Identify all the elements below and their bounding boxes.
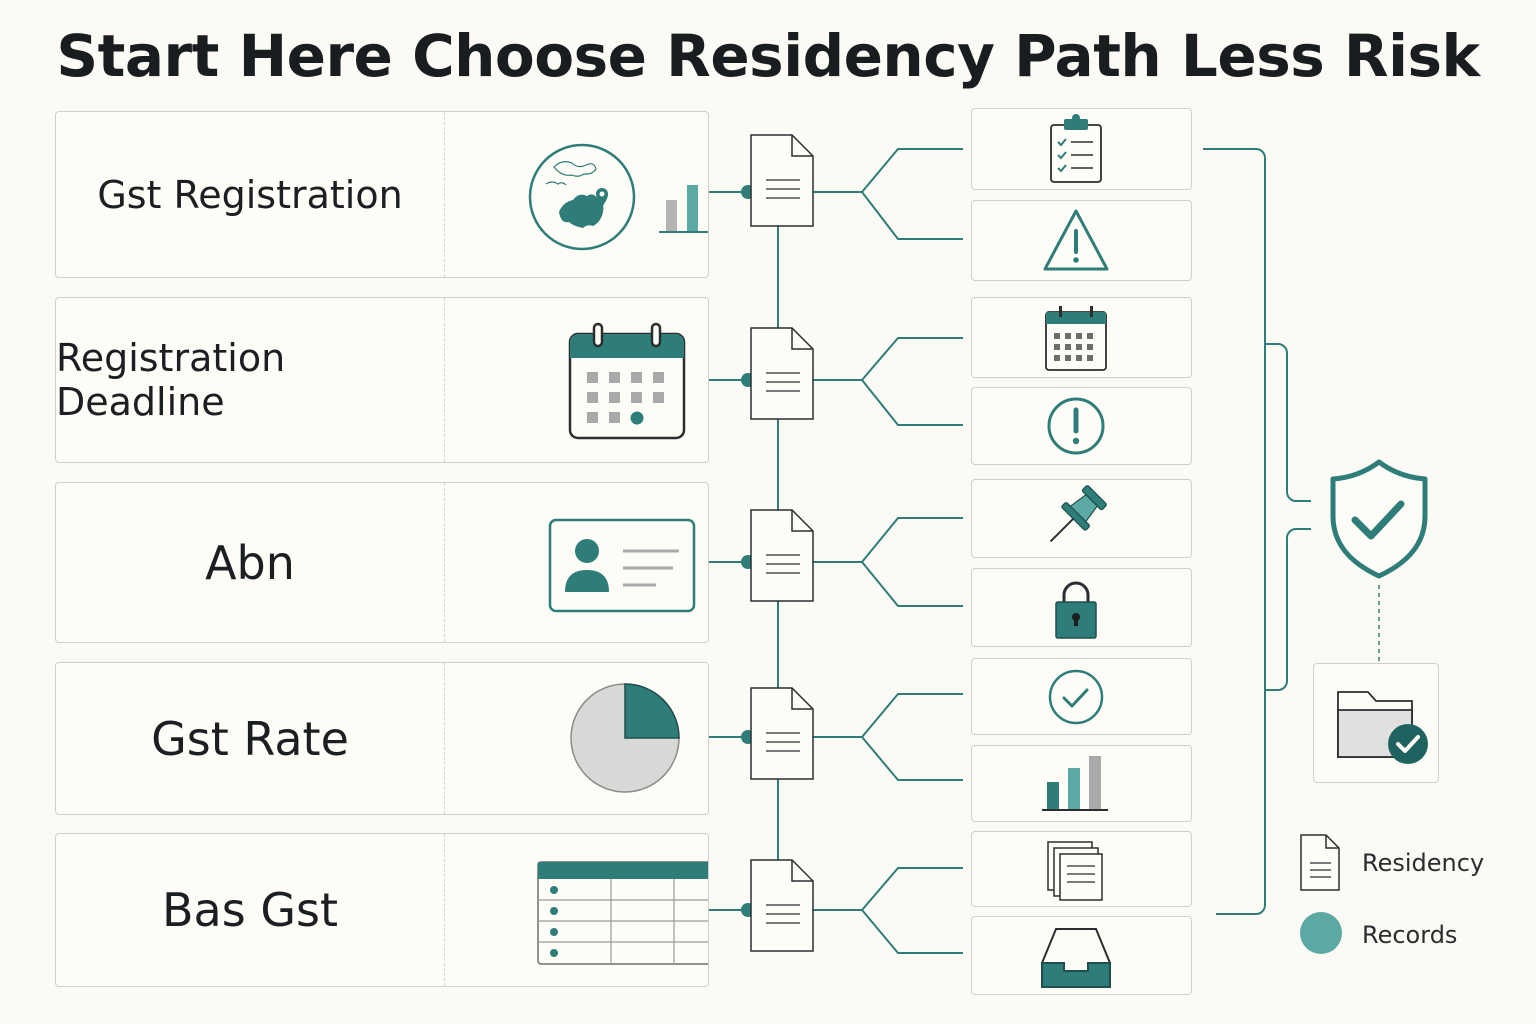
category-card-bas-gst: Bas Gst xyxy=(55,833,709,987)
document-icon xyxy=(750,327,814,420)
category-label: Gst Registration xyxy=(97,172,403,217)
map-and-bar-chart-icon xyxy=(446,112,708,277)
document-icon xyxy=(750,687,814,780)
pushpin-icon xyxy=(971,479,1192,558)
category-card-abn: Abn xyxy=(55,482,709,643)
category-card-gst-registration: Gst Registration xyxy=(55,111,709,278)
legend-label: Residency xyxy=(1362,849,1485,877)
teal-dot-icon xyxy=(1300,912,1342,954)
card-divider xyxy=(444,483,445,642)
inbox-tray-icon xyxy=(971,916,1192,995)
clipboard-checklist-icon xyxy=(971,108,1192,190)
card-divider xyxy=(444,834,445,986)
category-label: Bas Gst xyxy=(162,883,338,937)
stacked-documents-icon xyxy=(971,831,1192,907)
bar-chart-icon xyxy=(971,745,1192,822)
calendar-grid-icon xyxy=(971,297,1192,378)
folder-check-card xyxy=(1313,663,1439,783)
card-divider xyxy=(444,112,445,277)
category-label: Gst Rate xyxy=(151,711,349,766)
card-divider xyxy=(444,663,445,814)
table-icon xyxy=(446,834,708,986)
category-card-gst-rate: Gst Rate xyxy=(55,662,709,815)
warning-triangle-icon xyxy=(971,200,1192,281)
check-circle-icon xyxy=(971,658,1192,735)
document-icon xyxy=(750,509,814,602)
document-icon xyxy=(750,134,814,227)
padlock-icon xyxy=(971,568,1192,647)
card-divider xyxy=(444,298,445,462)
document-icon xyxy=(1300,834,1340,891)
category-card-registration-deadline: Registration Deadline xyxy=(55,297,709,463)
pie-chart-icon xyxy=(446,663,708,814)
id-card-icon xyxy=(446,483,708,642)
category-label: Abn xyxy=(205,535,295,590)
category-label: Registration Deadline xyxy=(56,336,286,424)
calendar-icon xyxy=(446,298,708,462)
folder-check-icon xyxy=(1337,691,1428,764)
exclamation-circle-icon xyxy=(971,387,1192,465)
shield-check-icon xyxy=(1330,459,1428,579)
legend-label: Records xyxy=(1362,921,1458,949)
page-title: Start Here Choose Residency Path Less Ri… xyxy=(56,22,1480,90)
document-icon xyxy=(750,859,814,952)
